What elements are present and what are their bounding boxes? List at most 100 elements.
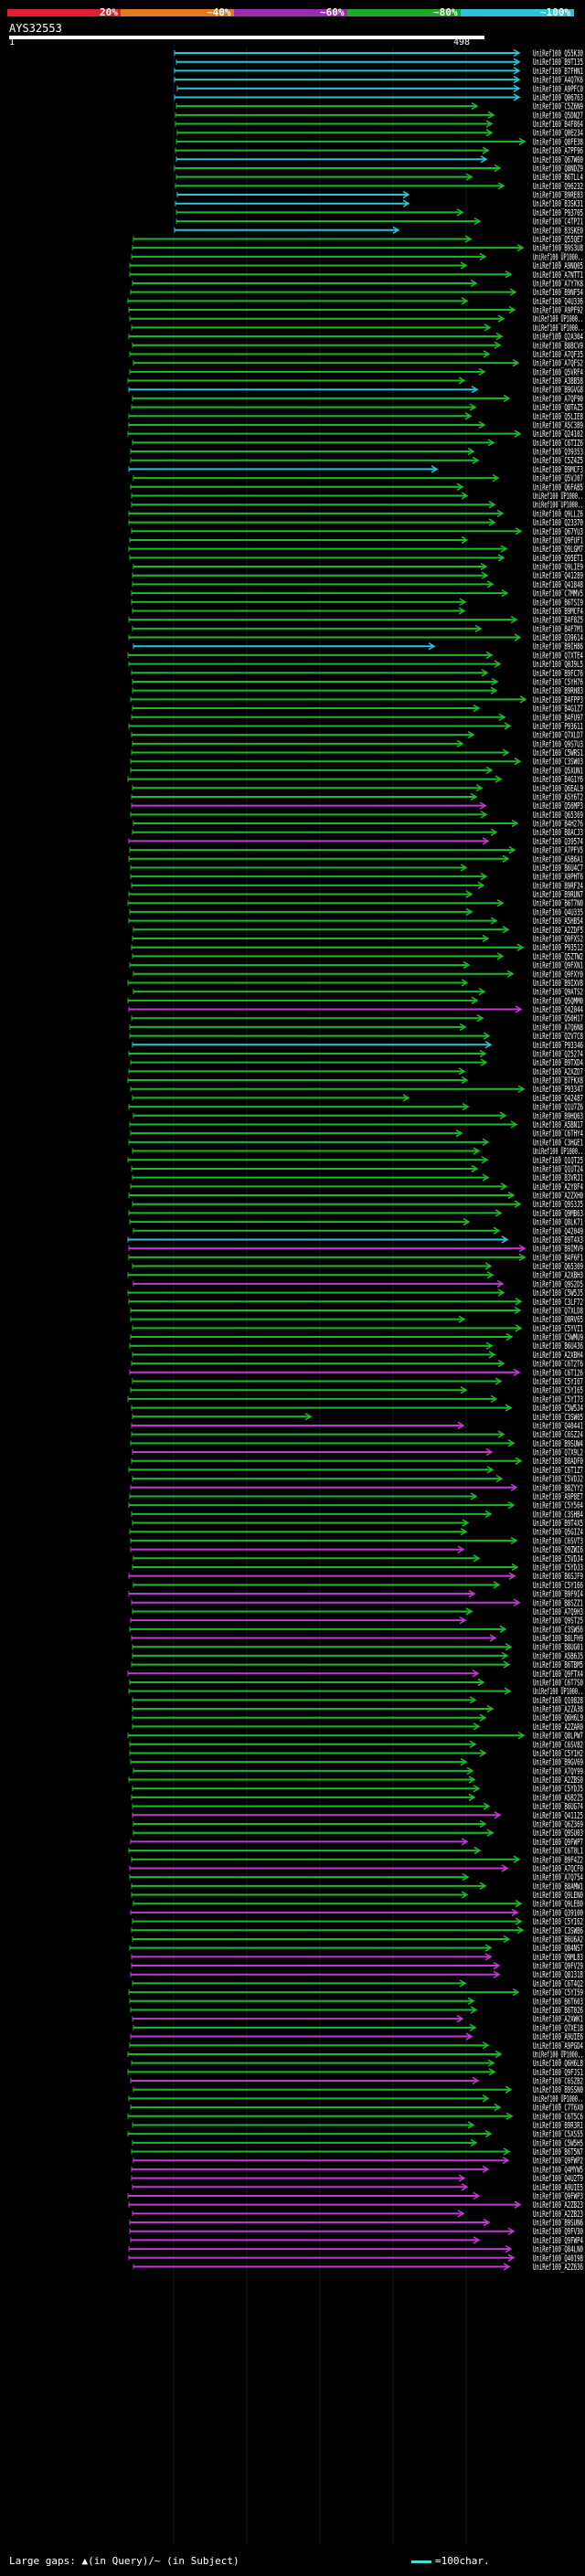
hit-label[interactable]: UniRef100_Q39353 [533,448,583,458]
hit-row[interactable]: UniRef100_C4TP21 [176,217,583,228]
hit-label[interactable]: UniRef100_A9P8E7 [533,1492,583,1502]
hit-label[interactable]: UniRef100_A9PGD4 [533,2041,583,2051]
hit-label[interactable]: UniRef100_Q2V7C8 [533,1032,583,1042]
hit-label[interactable]: UniRef100_A5C3B9 [533,420,583,430]
hit-label[interactable]: UniRef100_B6T5N7 [533,2147,583,2157]
hit-row[interactable]: UniRef100_Q9ST25 [130,1617,583,1627]
hit-label[interactable]: UniRef100_A5B2Z5 [533,1793,583,1803]
hit-label[interactable]: UniRef100_B6TSI9 [533,598,583,608]
hit-label[interactable]: UniRef100_A7Y7K8 [533,279,583,289]
hit-label[interactable]: UniRef100_C3SHB4 [533,1510,583,1520]
hit-row[interactable]: UniRef100_C6T2T6 [131,1360,583,1370]
hit-label[interactable]: UniRef100_Q23370 [533,518,583,528]
hit-label[interactable]: UniRef100_B9FC76 [533,669,583,679]
hit-label[interactable]: UniRef100_UP1000.. [533,1687,583,1697]
hit-row[interactable]: UniRef100_B9GV69 [130,1758,583,1768]
hit-row[interactable]: UniRef100_Q6Z369 [133,1820,583,1830]
hit-row[interactable]: UniRef100_Q5VRF4 [129,367,583,377]
hit-label[interactable]: UniRef100_A2Z636 [533,2263,583,2273]
hit-label[interactable]: UniRef100_A5HB54 [533,917,583,927]
hit-row[interactable]: UniRef100_C6SV82 [129,1740,583,1750]
hit-row[interactable]: UniRef100_B7FHN1 [174,67,583,77]
hit-row[interactable]: UniRef100_Q5DN27 [175,111,583,121]
hit-label[interactable]: UniRef100_B3SKE0 [533,226,583,236]
hit-label[interactable]: UniRef100_B9S3U8 [533,244,583,254]
hit-label[interactable]: UniRef100_Q9FUF1 [533,535,583,546]
hit-label[interactable]: UniRef100_Q9FV29 [533,1962,583,1972]
hit-label[interactable]: UniRef100_C3SW03 [533,758,583,768]
hit-label[interactable]: UniRef100_Q96232 [533,182,583,192]
hit-row[interactable]: UniRef100_A7Q9H3 [132,1607,583,1617]
hit-row[interactable]: UniRef100_Q9LIE9 [133,563,583,573]
hit-row[interactable]: UniRef100_C5YI65 [130,1386,583,1396]
hit-label[interactable]: UniRef100_Q5QMM0 [533,996,583,1006]
hit-row[interactable]: UniRef100_Q7XE18 [133,2023,583,2033]
hit-label[interactable]: UniRef100_Q7XE18 [533,2023,583,2033]
hit-row[interactable]: UniRef100_Q9S7U3 [132,739,583,749]
hit-row[interactable]: UniRef100_C5YH76 [132,677,583,687]
hit-row[interactable]: UniRef100_B9IMV9 [128,1245,583,1255]
hit-row[interactable]: UniRef100_B4H276 [133,820,583,830]
hit-label[interactable]: UniRef100_A7QF35 [533,350,583,360]
hit-row[interactable]: UniRef100_C5YDJ3 [132,1563,583,1573]
hit-row[interactable]: UniRef100_Q9LEN0 [131,1891,583,1901]
hit-label[interactable]: UniRef100_B3SK31 [533,199,583,209]
hit-label[interactable]: UniRef100_C6T7S0 [533,1678,583,1688]
hit-row[interactable]: UniRef100_Q1QT25 [127,1156,583,1166]
hit-label[interactable]: UniRef100_Q40441 [533,1421,583,1431]
hit-label[interactable]: UniRef100_Q06763 [533,93,583,103]
hit-label[interactable]: UniRef100_A9PFC0 [533,84,583,94]
hit-label[interactable]: UniRef100_A7QCF0 [533,1864,583,1874]
hit-row[interactable]: UniRef100_C6T1Z7 [128,1466,583,1476]
hit-row[interactable]: UniRef100_Q4U336 [127,297,583,307]
hit-row[interactable]: UniRef100_A9PFC0 [176,84,583,94]
hit-row[interactable]: UniRef100_Q9ZWI6 [130,1545,583,1555]
hit-label[interactable]: UniRef100_B9GVG8 [533,386,583,396]
hit-row[interactable]: UniRef100_UP1000.. [131,501,583,511]
hit-row[interactable]: UniRef100_A7QFS2 [133,359,583,369]
hit-label[interactable]: UniRef100_Q5XUN1 [533,766,583,776]
hit-label[interactable]: UniRef100_Q5ZTW2 [533,952,583,962]
hit-label[interactable]: UniRef100_Q8RV65 [533,1315,583,1325]
hit-row[interactable]: UniRef100_A2ZA38 [132,1705,583,1715]
hit-row[interactable]: UniRef100_C7MMV5 [131,589,583,599]
hit-row[interactable]: UniRef100_A2ZDF5 [133,926,583,936]
hit-row[interactable]: UniRef100_C5XS55 [127,2130,583,2140]
hit-label[interactable]: UniRef100_Q9MB63 [533,1209,583,1219]
hit-row[interactable]: UniRef100_Q9FUF1 [129,535,583,546]
hit-row[interactable]: UniRef100_Q9LLZ6 [128,509,583,519]
hit-label[interactable]: UniRef100_C6SVT3 [533,1536,583,1546]
hit-row[interactable]: UniRef100_Q6EAL9 [132,784,583,794]
hit-label[interactable]: UniRef100_Q9FWP3 [533,2191,583,2201]
hit-label[interactable]: UniRef100_A5BN17 [533,1120,583,1130]
hit-label[interactable]: UniRef100_Q9FXS2 [533,935,583,945]
hit-label[interactable]: UniRef100_Q55K30 [533,49,583,59]
hit-row[interactable]: UniRef100_Q4MYW5 [131,2165,583,2175]
hit-row[interactable]: UniRef100_Q9FV29 [131,1962,583,1972]
hit-label[interactable]: UniRef100_Q7XTE4 [533,651,583,661]
hit-label[interactable]: UniRef100_Q9LEN0 [533,1891,583,1901]
hit-row[interactable]: UniRef100_Q6H6L8 [131,2059,583,2069]
hit-label[interactable]: UniRef100_Q81318 [533,1970,583,1980]
hit-row[interactable]: UniRef100_Q9ATS2 [133,988,583,998]
hit-row[interactable]: UniRef100_A5B6J5 [132,1651,583,1661]
hit-row[interactable]: UniRef100_Q10828 [132,1696,583,1706]
hit-row[interactable]: UniRef100_A5HB54 [128,917,583,927]
hit-label[interactable]: UniRef100_Q1QT25 [533,1156,583,1166]
hit-label[interactable]: UniRef100_B9TXD4 [533,1058,583,1068]
hit-label[interactable]: UniRef100_B9T4X3 [533,1235,583,1246]
hit-label[interactable]: UniRef100_Q9LLZ6 [533,509,583,519]
hit-label[interactable]: UniRef100_C6SV82 [533,1740,583,1750]
hit-label[interactable]: UniRef100_B4F8Z5 [533,616,583,626]
hit-label[interactable]: UniRef100_B6T603 [533,1997,583,2007]
hit-label[interactable]: UniRef100_B6U436 [533,1341,583,1352]
hit-row[interactable]: UniRef100_Q0J9L5 [128,660,583,670]
hit-row[interactable]: UniRef100_B4F864 [175,120,583,130]
hit-label[interactable]: UniRef100_B9IMV9 [533,1245,583,1255]
hit-label[interactable]: UniRef100_A7PFV5 [533,846,583,856]
hit-label[interactable]: UniRef100_B9SSN0 [533,2085,583,2095]
hit-label[interactable]: UniRef100_B9T135 [533,58,583,68]
hit-row[interactable]: UniRef100_Q7XTE4 [127,651,583,661]
hit-row[interactable]: UniRef100_A5Y6T2 [131,792,583,802]
hit-label[interactable]: UniRef100_Q42049 [533,1226,583,1236]
